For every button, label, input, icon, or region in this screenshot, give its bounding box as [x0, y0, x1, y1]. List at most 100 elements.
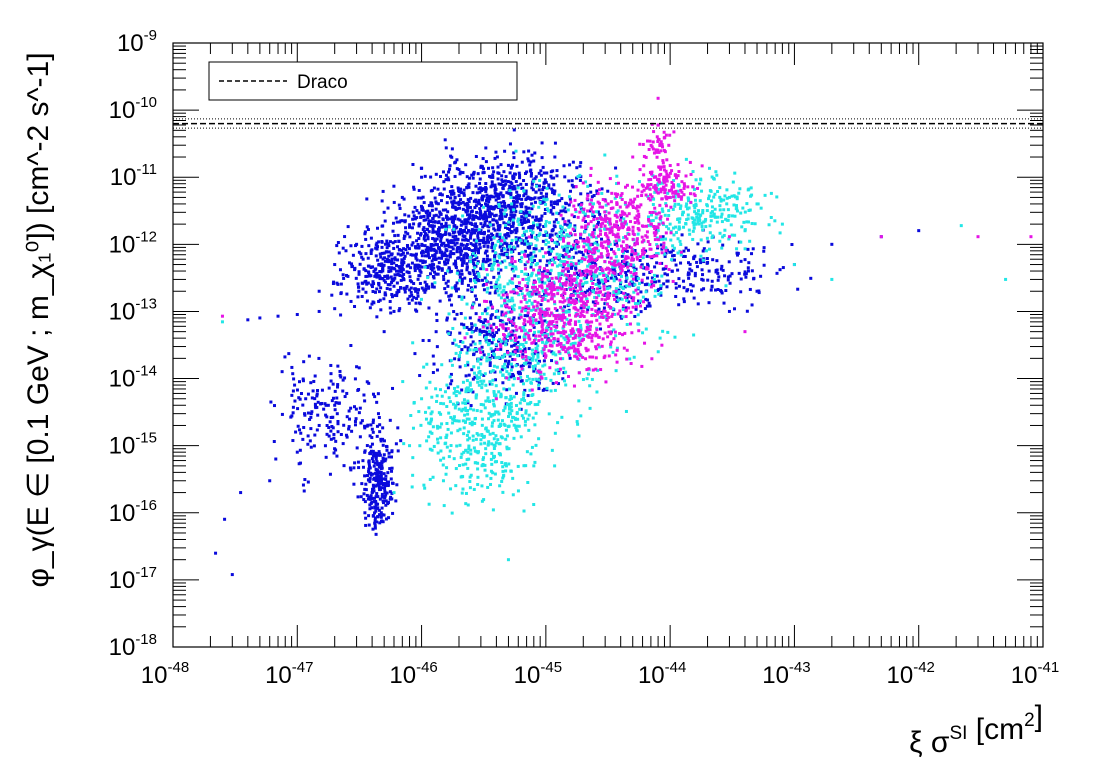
scatter-point: [419, 196, 423, 200]
scatter-point: [527, 413, 531, 417]
scatter-point: [503, 406, 507, 410]
scatter-point: [435, 424, 439, 428]
scatter-point: [530, 259, 534, 263]
scatter-point: [666, 330, 670, 334]
scatter-point: [620, 254, 624, 258]
scatter-point: [436, 272, 440, 276]
scatter-point: [309, 445, 313, 449]
scatter-point: [492, 275, 496, 279]
scatter-point: [480, 382, 484, 386]
scatter-point: [399, 286, 403, 290]
scatter-point: [552, 256, 556, 260]
scatter-point: [555, 211, 559, 215]
scatter-point: [488, 223, 492, 227]
scatter-point: [597, 335, 601, 339]
scatter-point: [395, 269, 399, 273]
scatter-point: [514, 285, 518, 289]
scatter-point: [567, 353, 571, 357]
scatter-point: [503, 149, 507, 153]
scatter-point: [482, 236, 486, 240]
scatter-point: [726, 275, 730, 279]
scatter-point: [544, 377, 548, 381]
scatter-point: [491, 218, 495, 222]
scatter-point: [258, 316, 262, 320]
scatter-point: [518, 173, 522, 177]
scatter-point: [603, 331, 607, 335]
scatter-point: [677, 220, 681, 224]
scatter-point: [423, 280, 427, 284]
scatter-point: [490, 451, 494, 455]
scatter-point: [603, 354, 607, 358]
scatter-point: [409, 266, 413, 270]
scatter-point: [522, 335, 526, 339]
scatter-point: [614, 166, 618, 170]
scatter-point: [570, 346, 574, 350]
scatter-point: [310, 410, 314, 414]
scatter-point: [529, 251, 533, 255]
scatter-point: [301, 403, 305, 407]
scatter-point: [478, 347, 482, 351]
scatter-point: [724, 284, 728, 288]
scatter-point: [521, 349, 525, 353]
scatter-point: [514, 267, 518, 271]
scatter-point: [541, 188, 545, 192]
scatter-point: [558, 230, 562, 234]
scatter-point: [468, 221, 472, 225]
scatter-point: [509, 362, 513, 366]
scatter-point: [584, 357, 588, 361]
scatter-point: [457, 194, 461, 198]
scatter-point: [402, 237, 406, 241]
scatter-point: [625, 357, 629, 361]
scatter-point: [391, 241, 395, 245]
scatter-point: [472, 262, 476, 266]
scatter-point: [548, 233, 552, 237]
scatter-point: [547, 277, 551, 281]
scatter-point: [692, 255, 696, 259]
scatter-point: [498, 256, 502, 260]
scatter-point: [465, 256, 469, 260]
scatter-point: [478, 211, 482, 215]
scatter-point: [400, 258, 404, 262]
scatter-point: [389, 477, 393, 481]
scatter-point: [487, 200, 491, 204]
scatter-point: [453, 230, 457, 234]
scatter-point: [295, 313, 299, 317]
scatter-point: [519, 350, 523, 354]
scatter-point: [695, 265, 699, 269]
scatter-point: [469, 335, 473, 339]
scatter-point: [640, 364, 644, 368]
scatter-point: [516, 217, 520, 221]
scatter-point: [701, 249, 705, 253]
scatter-point: [369, 266, 373, 270]
scatter-point: [470, 420, 474, 424]
scatter-point: [381, 481, 385, 485]
scatter-point: [367, 462, 371, 466]
scatter-point: [465, 433, 469, 437]
series-0: [214, 128, 921, 577]
scatter-point: [474, 184, 478, 188]
scatter-point: [513, 206, 517, 210]
scatter-point: [431, 237, 435, 241]
scatter-point: [563, 222, 567, 226]
scatter-point: [472, 487, 476, 491]
scatter-point: [431, 425, 435, 429]
scatter-point: [567, 219, 571, 223]
scatter-point: [239, 491, 243, 495]
scatter-point: [482, 244, 486, 248]
scatter-point: [487, 330, 491, 334]
scatter-point: [590, 339, 594, 343]
scatter-point: [613, 196, 617, 200]
scatter-point: [421, 206, 425, 210]
scatter-point: [579, 236, 583, 240]
scatter-point: [535, 238, 539, 242]
scatter-point: [432, 257, 436, 261]
scatter-point: [298, 380, 302, 384]
scatter-point: [561, 269, 565, 273]
scatter-point: [510, 257, 514, 261]
scatter-point: [576, 276, 580, 280]
scatter-point: [431, 475, 435, 479]
scatter-point: [475, 374, 479, 378]
scatter-point: [479, 409, 483, 413]
scatter-point: [442, 456, 446, 460]
scatter-point: [563, 346, 567, 350]
